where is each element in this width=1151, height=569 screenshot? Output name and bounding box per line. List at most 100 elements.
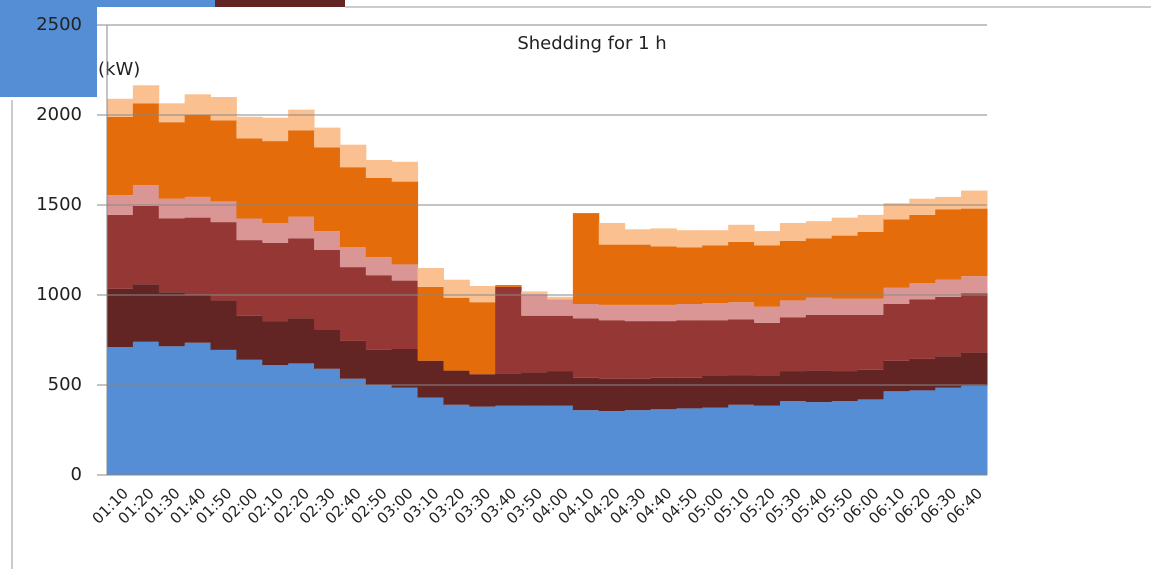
bar-segment — [598, 320, 626, 379]
stray-strip — [215, 0, 345, 7]
bar-segment — [676, 320, 703, 378]
stray-strip — [97, 0, 215, 7]
bar-segment — [624, 244, 652, 305]
bar-segment — [547, 296, 574, 300]
y-tick-label: 2000 — [36, 104, 82, 125]
bar-segment — [779, 241, 807, 301]
bar-segment — [391, 264, 419, 281]
bar-segment — [909, 198, 936, 215]
bar-segment — [107, 288, 134, 348]
bar-segment — [702, 303, 729, 321]
bar-segment — [650, 228, 677, 247]
bar-segment — [857, 399, 884, 475]
y-tick-label: 500 — [48, 374, 82, 395]
bar-segment — [624, 378, 652, 411]
bar-segment — [107, 116, 134, 196]
bar-segment — [883, 304, 910, 361]
bar-segment — [262, 117, 289, 142]
bar-segment — [624, 229, 652, 245]
bar-segment — [288, 238, 315, 319]
bar-segment — [961, 385, 988, 475]
bar-segment — [107, 347, 134, 475]
bar-segment — [961, 276, 988, 294]
bar-segment — [339, 267, 367, 341]
bar-segment — [728, 302, 755, 320]
bar-segment — [262, 321, 289, 366]
bar-segment — [365, 160, 393, 178]
bar-segment — [132, 85, 160, 104]
plot-area — [107, 85, 988, 475]
bar-segment — [365, 385, 393, 475]
bar-segment — [365, 349, 393, 385]
bar-segment — [365, 257, 393, 276]
bar-segment — [339, 340, 367, 379]
bar-segment — [909, 214, 936, 284]
bar-segment — [779, 300, 807, 318]
bar-segment — [158, 103, 186, 123]
bar-segment — [779, 317, 807, 372]
bar-segment — [572, 377, 600, 411]
bar-segment — [598, 411, 626, 475]
bar-segment — [391, 280, 419, 349]
bar-segment — [495, 286, 522, 374]
bar-segment — [857, 298, 884, 315]
bar-segment — [624, 321, 652, 379]
bar-segment — [547, 315, 574, 372]
bar-segment — [314, 147, 341, 232]
bar-segment — [158, 122, 186, 199]
bar-segment — [184, 342, 212, 475]
bar-segment — [572, 213, 600, 304]
bar-segment — [650, 409, 677, 475]
bar-segment — [495, 405, 522, 475]
bar-segment — [210, 300, 237, 350]
bar-segment — [495, 285, 522, 287]
bar-segment — [702, 320, 729, 376]
bar-segment — [184, 115, 212, 197]
bar-segment — [443, 370, 470, 405]
bar-segment — [469, 302, 496, 375]
bar-segment — [728, 404, 755, 475]
bar-segment — [935, 387, 962, 475]
bar-segment — [909, 390, 936, 475]
bar-segment — [831, 401, 859, 475]
bar-segment — [236, 359, 263, 475]
bar-segment — [650, 304, 677, 322]
bar-segment — [598, 378, 626, 412]
bar-segment — [158, 218, 186, 293]
bar-segment — [443, 297, 470, 371]
bar-segment — [909, 283, 936, 300]
bar-segment — [417, 360, 444, 398]
bar-segment — [314, 231, 341, 250]
bar-segment — [495, 373, 522, 406]
bar-segment — [184, 196, 212, 218]
bar-segment — [961, 190, 988, 209]
bar-segment — [107, 98, 134, 117]
bar-segment — [236, 240, 263, 316]
bar-segment — [521, 291, 548, 295]
bar-segment — [521, 315, 548, 373]
bar-segment — [339, 144, 367, 168]
bar-segment — [857, 314, 884, 370]
bar-segment — [805, 402, 833, 475]
bar-segment — [288, 363, 315, 475]
bar-segment — [857, 232, 884, 299]
bar-segment — [754, 376, 781, 406]
y-tick-label: 1500 — [36, 194, 82, 215]
bar-segment — [107, 214, 134, 289]
bar-segment — [883, 219, 910, 288]
y-tick-label: 1000 — [36, 284, 82, 305]
bar-segment — [314, 250, 341, 330]
stray-panel — [0, 0, 97, 97]
bar-segment — [935, 356, 962, 388]
y-tick-label: 0 — [71, 464, 82, 485]
bar-segment — [598, 244, 626, 305]
bar-segment — [417, 286, 444, 361]
bar-segment — [469, 406, 496, 475]
bar-segment — [547, 371, 574, 406]
bar-segment — [288, 130, 315, 217]
bar-segment — [805, 221, 833, 239]
bar-segment — [572, 410, 600, 475]
bar-segment — [417, 397, 444, 475]
bar-segment — [624, 410, 652, 475]
bar-segment — [158, 346, 186, 475]
